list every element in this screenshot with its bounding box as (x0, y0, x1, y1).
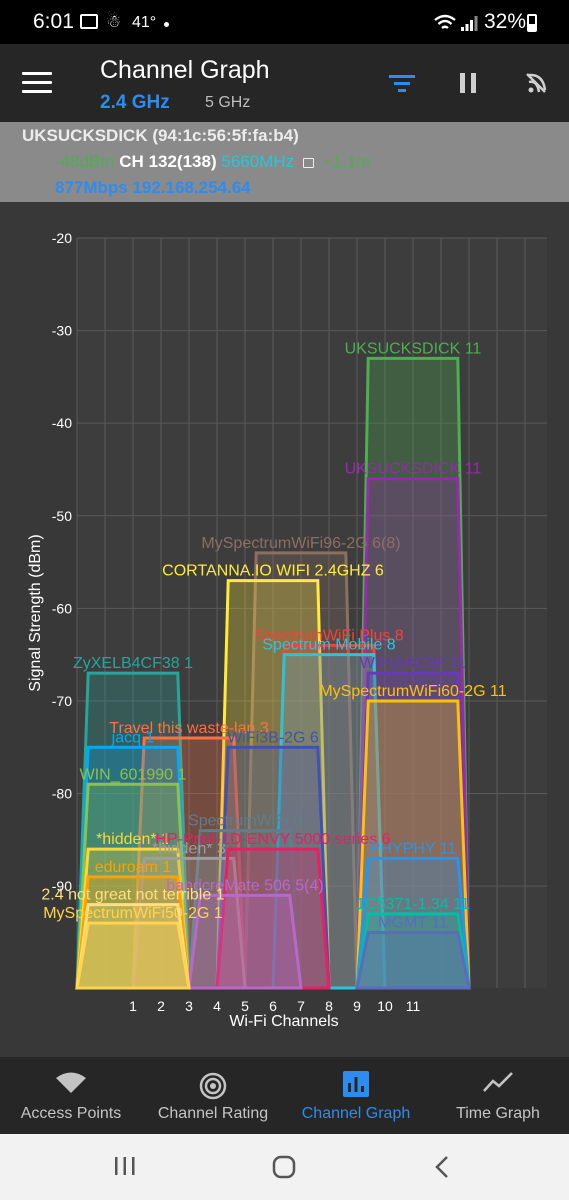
more-notifications-icon (164, 22, 169, 27)
status-temperature: 41° (132, 14, 157, 31)
back-icon[interactable] (434, 1155, 450, 1179)
speed-and-ip: 877Mbps 192.168.254.64 (55, 178, 251, 197)
home-icon[interactable] (272, 1155, 296, 1179)
x-tick-label: 1 (129, 998, 137, 1014)
menu-icon[interactable] (22, 72, 52, 94)
network-label: bandcreMate 506 5(4) (166, 877, 323, 894)
x-tick-label: 5 (241, 998, 249, 1014)
band-2-4ghz-tab[interactable]: 2.4 GHz (100, 92, 170, 113)
y-tick-label: -90 (52, 878, 72, 894)
network-label: PHYPHY 11 (370, 840, 457, 857)
wifi-off-scan-icon[interactable] (523, 70, 549, 96)
channel-value: 132(138) (148, 152, 217, 171)
bottom-navigation: Access Points Channel Rating Channel Gra… (0, 1057, 569, 1134)
battery-percent: 32% (484, 10, 527, 33)
y-tick-label: -80 (52, 786, 72, 802)
nav-channel-rating[interactable]: Channel Rating (142, 1057, 284, 1134)
wifi-status-icon (434, 14, 456, 29)
network-label: CORTANNA.IO WIFI 2.4GHZ 6 (162, 563, 384, 580)
network-label: 2.4 not great not terrible 1 (41, 887, 224, 904)
page-title: Channel Graph (100, 56, 270, 84)
network-label: *hidden* 3 (152, 840, 226, 857)
bar-chart-icon (343, 1071, 369, 1097)
weather-notification-icon: ☃ (106, 12, 122, 31)
network-label: WiFi3B-2G 6 (227, 729, 319, 746)
status-bar: 6:01 ☃ 41° 32% (0, 0, 569, 44)
system-navigation-bar (0, 1134, 569, 1200)
x-tick-label: 8 (325, 998, 333, 1014)
frequency-value: 5660MHz (221, 152, 295, 171)
network-label: SpectrumWiFi Plus 8 (254, 627, 403, 644)
trend-line-icon (483, 1072, 513, 1092)
x-tick-label: 9 (353, 998, 361, 1014)
x-axis-title: Wi-Fi Channels (229, 1013, 338, 1030)
network-label: UKSUCKSDICK 11 (345, 461, 482, 478)
nav-time-graph[interactable]: Time Graph (427, 1057, 569, 1134)
network-signal-shape (75, 921, 191, 990)
x-tick-label: 7 (297, 998, 305, 1014)
network-label: 1C5371-1.34 11 (356, 896, 470, 913)
network-label: Spectrum Mobile 8 (262, 637, 395, 654)
distance-value: ~1.1m (322, 152, 371, 171)
x-tick-label: 3 (185, 998, 193, 1014)
pause-icon[interactable] (459, 73, 477, 93)
network-label: ZyXELB4CF38 1 (73, 655, 193, 672)
network-label: MGMT 11 (378, 914, 448, 931)
connection-details: -48dBm CH 132(138) 5660MHz ~1.1m (55, 152, 370, 172)
connection-info-panel[interactable]: UKSUCKSDICK (94:1c:56:5f:fa:b4) -48dBm C… (0, 122, 569, 202)
y-tick-label: -20 (52, 230, 72, 246)
channel-graph-area: -20 -30 -40 -50 -60 -70 -80 -90 UKSUCKSDICK 11 UK… (0, 202, 569, 1057)
signal-strength: -48dBm (55, 152, 115, 171)
network-label: *hidden* 1 (96, 831, 170, 848)
nav-time-graph-label: Time Graph (456, 1105, 540, 1122)
gallery-notification-icon (80, 14, 98, 29)
x-tick-label: 6 (269, 998, 277, 1014)
y-tick-label: -40 (52, 415, 72, 431)
network-signal-shape (355, 930, 471, 990)
x-tick-label: 11 (406, 998, 421, 1014)
network-label: jacq 1 (111, 729, 155, 746)
y-tick-label: -60 (52, 600, 72, 616)
lock-icon (302, 158, 314, 168)
x-tick-label: 4 (213, 998, 221, 1014)
x-tick-label: 2 (157, 998, 165, 1014)
status-time: 6:01 (33, 10, 74, 33)
band-5ghz-tab[interactable]: 5 GHz (205, 94, 251, 111)
connected-ssid: UKSUCKSDICK (94:1c:56:5f:fa:b4) (22, 126, 299, 145)
channel-graph-chart: -20 -30 -40 -50 -60 -70 -80 -90 UKSUCKSDICK 11 UK… (27, 230, 547, 1030)
network-label: MySpectrumWiFi50-2G 1 (43, 905, 223, 922)
wifi-icon (56, 1072, 86, 1093)
network-label: WIFIABC9F 11 (360, 655, 466, 672)
nav-channel-graph-label: Channel Graph (301, 1105, 411, 1122)
y-tick-label: -30 (52, 323, 72, 339)
x-tick-label: 10 (377, 998, 393, 1014)
network-label: eduroam 1 (95, 859, 172, 876)
cell-signal-icon (461, 16, 478, 31)
y-axis-title: Signal Strength (dBm) (27, 534, 44, 691)
y-tick-label: -50 (52, 508, 72, 524)
nav-channel-graph[interactable]: Channel Graph (285, 1057, 427, 1134)
network-label: Travel this waste-lan 3 (109, 720, 269, 737)
network-signal-shape (271, 653, 387, 990)
nav-channel-rating-label: Channel Rating (157, 1105, 269, 1122)
channel-label: CH (119, 152, 144, 171)
y-tick-label: -70 (52, 693, 72, 709)
network-label: MySpectrumWiFi60-2G 11 (319, 683, 506, 700)
filter-icon[interactable] (389, 74, 415, 92)
nav-access-points-label: Access Points (20, 1105, 122, 1122)
network-label: HP-Print-1D-ENVY 5000 series 6 (155, 831, 390, 848)
network-label: MySpectrumWiFi96-2G 6(8) (201, 535, 400, 552)
broadcast-icon (199, 1072, 227, 1100)
app-header: Channel Graph 2.4 GHz 5 GHz (0, 44, 569, 122)
recent-apps-icon[interactable] (114, 1156, 136, 1176)
network-signal-shape (187, 893, 303, 990)
battery-icon (527, 14, 537, 32)
nav-access-points[interactable]: Access Points (0, 1057, 142, 1134)
network-label: WIN_601990 1 (80, 766, 187, 783)
network-label: UKSUCKSDICK 11 (345, 340, 482, 357)
network-label: SpectrumWiFi 5 (188, 813, 302, 830)
